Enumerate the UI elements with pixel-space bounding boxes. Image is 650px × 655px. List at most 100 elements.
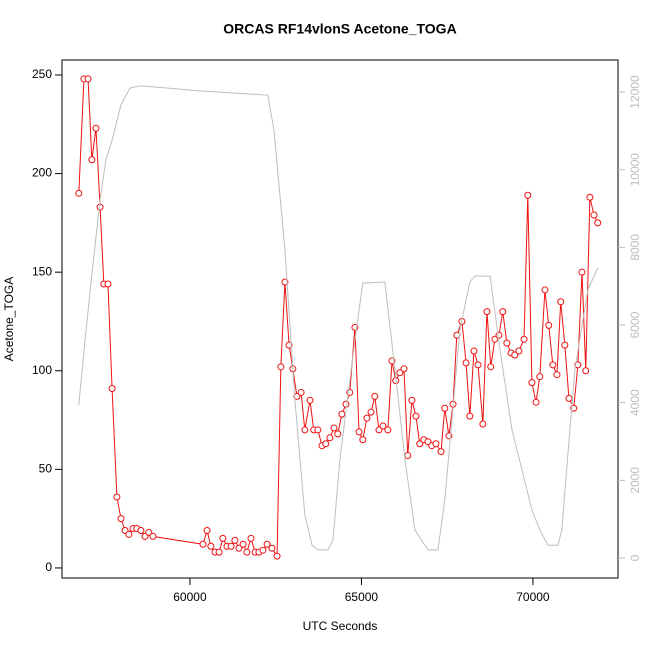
point [293,392,301,400]
point [495,331,503,339]
point [578,268,586,276]
y2-tick-label: 6000 [628,311,642,338]
chart-title: ORCAS RF14vlonS Acetone_TOGA [223,21,456,37]
point [301,426,309,434]
point [375,426,383,434]
point [511,351,519,359]
point [541,286,549,294]
point [231,536,239,544]
point [137,526,145,534]
point [379,422,387,430]
point [75,189,83,197]
point [207,542,215,550]
point [247,534,255,542]
y-tick-label: 250 [32,67,52,81]
point [491,335,499,343]
point [104,280,112,288]
point [330,424,338,432]
point [273,552,281,560]
series-line [78,85,599,551]
point [503,339,511,347]
point [355,428,363,436]
point [117,515,125,523]
point [479,420,487,428]
point [227,542,235,550]
point [412,412,420,420]
point [483,308,491,316]
point [145,528,153,536]
y-tick-label: 100 [32,363,52,377]
y-tick-label: 200 [32,166,52,180]
y2-tick-label: 4000 [628,389,642,416]
point [263,540,271,548]
point [215,548,223,556]
y-tick-label: 0 [45,560,52,574]
point [326,434,334,442]
point [396,369,404,377]
point [268,544,276,552]
x-tick-label: 60000 [173,590,207,604]
point [277,363,285,371]
point [363,414,371,422]
y2-tick-label: 0 [628,554,642,561]
y2-tick-label: 2000 [628,467,642,494]
x-axis-label: UTC Seconds [303,619,378,633]
point [545,321,553,329]
point [565,394,573,402]
point [239,540,247,548]
point [199,540,207,548]
point [594,219,602,227]
point [582,367,590,375]
point [84,75,92,83]
point [432,440,440,448]
y-tick-label: 150 [32,264,52,278]
y2-tick-label: 12000 [628,75,642,109]
point [371,392,379,400]
point [297,388,305,396]
x-tick-label: 70000 [516,590,550,604]
point [590,211,598,219]
point [470,347,478,355]
point [515,347,523,355]
point [306,396,314,404]
y2-tick-label: 8000 [628,234,642,261]
point [384,426,392,434]
point [359,436,367,444]
y-axis-label: Acetone_TOGA [2,277,16,362]
point [108,385,116,393]
point [342,400,350,408]
point [285,341,293,349]
y2-tick-label: 10000 [628,153,642,187]
point [532,398,540,406]
point [96,203,104,211]
point [561,341,569,349]
point [549,361,557,369]
point [416,440,424,448]
plot-box [61,59,619,579]
series-line [78,78,599,558]
point [400,365,408,373]
point [437,448,445,456]
point [367,408,375,416]
point [88,156,96,164]
x-tick-label: 65000 [345,590,379,604]
point [338,410,346,418]
point [113,493,121,501]
point [235,544,243,552]
point [243,548,251,556]
point [314,426,322,434]
point [499,308,507,316]
point [441,404,449,412]
point [536,373,544,381]
point [125,530,133,538]
point [462,359,470,367]
point [404,452,412,460]
point [259,546,267,554]
point [466,412,474,420]
point [586,193,594,201]
point [149,532,157,540]
point [322,440,330,448]
point [553,371,561,379]
point [281,278,289,286]
